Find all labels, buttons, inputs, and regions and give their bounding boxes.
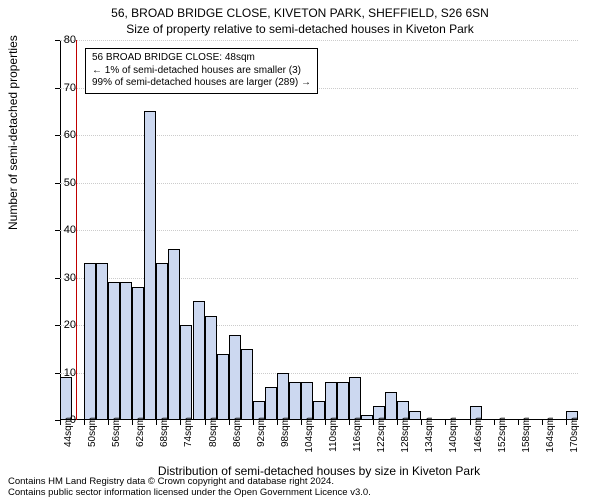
xtick-label: 104sqm — [304, 417, 315, 453]
gridline-h — [60, 183, 578, 184]
xtick-mark — [373, 420, 374, 425]
histogram-bar — [277, 373, 289, 421]
xtick-label: 134sqm — [424, 417, 435, 453]
histogram-bar — [337, 382, 349, 420]
xtick-mark — [253, 420, 254, 425]
xtick-mark — [325, 420, 326, 425]
xtick-mark — [542, 420, 543, 425]
xtick-label: 152sqm — [497, 417, 508, 453]
xtick-label: 56sqm — [111, 417, 122, 447]
gridline-h — [60, 40, 578, 41]
histogram-bar — [96, 263, 108, 420]
footer-attribution: Contains HM Land Registry data © Crown c… — [8, 476, 371, 498]
reference-line — [76, 40, 77, 420]
xtick-label: 116sqm — [352, 417, 363, 452]
xtick-mark — [132, 420, 133, 425]
xtick-label: 110sqm — [328, 417, 339, 452]
annotation-box: 56 BROAD BRIDGE CLOSE: 48sqm ← 1% of sem… — [85, 48, 318, 94]
xtick-label: 122sqm — [376, 417, 387, 453]
histogram-bar — [409, 411, 421, 421]
xtick-mark — [494, 420, 495, 425]
histogram-bar — [349, 377, 361, 420]
xtick-mark — [229, 420, 230, 425]
histogram-bar — [265, 387, 277, 420]
histogram-bar — [84, 263, 96, 420]
histogram-bar — [217, 354, 229, 421]
xtick-label: 68sqm — [159, 417, 170, 447]
xtick-label: 164sqm — [545, 417, 556, 453]
xtick-mark — [108, 420, 109, 425]
chart-title-line2: Size of property relative to semi-detach… — [0, 22, 600, 36]
histogram-bar — [301, 382, 313, 420]
histogram-bar — [108, 282, 120, 420]
xtick-mark — [397, 420, 398, 425]
ytick-label: 30 — [46, 272, 76, 284]
xtick-label: 74sqm — [183, 417, 194, 447]
annotation-line2: ← 1% of semi-detached houses are smaller… — [92, 65, 311, 78]
ytick-label: 70 — [46, 82, 76, 94]
xtick-mark — [421, 420, 422, 425]
xtick-mark — [84, 420, 85, 425]
xtick-label: 50sqm — [87, 417, 98, 447]
xtick-mark — [349, 420, 350, 425]
ytick-label: 50 — [46, 177, 76, 189]
ytick-label: 0 — [46, 414, 76, 426]
histogram-bar — [205, 316, 217, 421]
xtick-label: 158sqm — [521, 417, 532, 453]
xtick-mark — [277, 420, 278, 425]
xtick-label: 92sqm — [256, 417, 267, 447]
xtick-mark — [470, 420, 471, 425]
histogram-bar — [168, 249, 180, 420]
ytick-label: 40 — [46, 224, 76, 236]
histogram-bar — [156, 263, 168, 420]
gridline-h — [60, 278, 578, 279]
histogram-bar — [193, 301, 205, 420]
xtick-mark — [518, 420, 519, 425]
gridline-h — [60, 135, 578, 136]
xtick-mark — [566, 420, 567, 425]
xtick-mark — [301, 420, 302, 425]
histogram-bar — [325, 382, 337, 420]
ytick-label: 10 — [46, 367, 76, 379]
xtick-label: 128sqm — [400, 417, 411, 453]
ytick-label: 60 — [46, 129, 76, 141]
histogram-bar — [144, 111, 156, 420]
footer-line2: Contains public sector information licen… — [8, 487, 371, 498]
xtick-label: 146sqm — [473, 417, 484, 453]
histogram-bar — [180, 325, 192, 420]
xtick-label: 62sqm — [135, 417, 146, 447]
xtick-mark — [445, 420, 446, 425]
ytick-label: 80 — [46, 34, 76, 46]
xtick-label: 80sqm — [208, 417, 219, 447]
histogram-bar — [241, 349, 253, 420]
histogram-bar — [385, 392, 397, 421]
ytick-label: 20 — [46, 319, 76, 331]
chart-title-line1: 56, BROAD BRIDGE CLOSE, KIVETON PARK, SH… — [0, 6, 600, 20]
xtick-label: 86sqm — [232, 417, 243, 447]
annotation-line1: 56 BROAD BRIDGE CLOSE: 48sqm — [92, 52, 311, 65]
annotation-line3: 99% of semi-detached houses are larger (… — [92, 77, 311, 90]
footer-line1: Contains HM Land Registry data © Crown c… — [8, 476, 371, 487]
xtick-label: 98sqm — [280, 417, 291, 447]
histogram-bar — [229, 335, 241, 421]
chart-plot-area: 44sqm50sqm56sqm62sqm68sqm74sqm80sqm86sqm… — [60, 40, 578, 420]
xtick-label: 170sqm — [569, 417, 580, 453]
histogram-bar — [120, 282, 132, 420]
histogram-bar — [289, 382, 301, 420]
xtick-mark — [205, 420, 206, 425]
xtick-label: 140sqm — [448, 417, 459, 453]
histogram-bar — [132, 287, 144, 420]
xtick-mark — [180, 420, 181, 425]
y-axis-label: Number of semi-detached properties — [6, 35, 20, 230]
gridline-h — [60, 230, 578, 231]
xtick-mark — [156, 420, 157, 425]
